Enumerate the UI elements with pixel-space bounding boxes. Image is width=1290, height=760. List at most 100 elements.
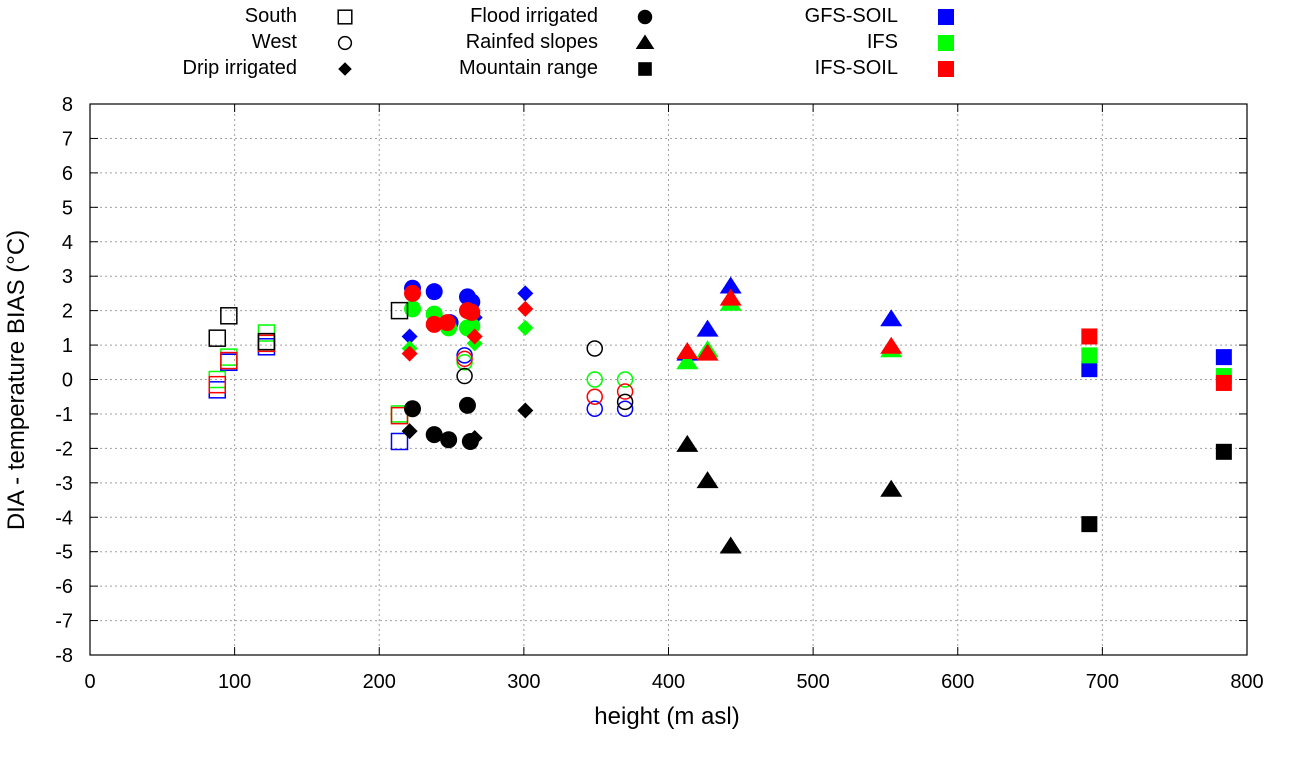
- data-point-south-ifs-soil: [390, 406, 409, 425]
- x-axis-ticks: 0 100 200 300 400 500 600 700 800: [84, 671, 1263, 693]
- legend-label: IFS: [867, 31, 898, 53]
- legend-label: Drip irrigated: [183, 57, 297, 79]
- y-tick-label: -4: [55, 507, 73, 529]
- legend-label: Mountain range: [459, 57, 598, 79]
- data-point-flood-irrigated-ifs-soil: [438, 314, 456, 332]
- x-tick-label: 500: [796, 671, 829, 693]
- y-tick-label: -7: [55, 611, 73, 633]
- legend-color-swatch-icon: [938, 35, 954, 51]
- y-tick-label: 5: [62, 197, 73, 219]
- x-axis-label: height (m asl): [594, 703, 739, 730]
- data-point-rainfed-slopes-observed: [696, 471, 719, 489]
- legend-diamond-icon: [338, 62, 352, 76]
- data-point-rainfed-slopes-gfs-soil: [696, 319, 719, 337]
- data-point-west-gfs-soil: [456, 347, 473, 364]
- data-point-drip-irrigated-gfs-soil: [401, 328, 418, 345]
- data-point-mountain-range-observed: [1215, 443, 1232, 460]
- data-point-south-observed: [390, 301, 409, 320]
- data-point-south-observed: [208, 329, 227, 347]
- data-point-mountain-range-ifs-soil: [1081, 328, 1098, 345]
- x-tick-label: 800: [1230, 671, 1263, 693]
- y-tick-label: 8: [62, 94, 73, 116]
- legend-label: Flood irrigated: [470, 5, 598, 27]
- data-point-drip-irrigated-ifs-soil: [466, 328, 483, 345]
- legend-color-swatch-icon: [938, 9, 954, 25]
- y-tick-label: 7: [62, 128, 73, 150]
- y-tick-label: -5: [55, 542, 73, 564]
- data-point-rainfed-slopes-observed: [880, 479, 903, 497]
- x-tick-label: 200: [363, 671, 396, 693]
- x-tick-label: 400: [652, 671, 685, 693]
- data-point-west-observed: [586, 340, 603, 357]
- data-point-flood-irrigated-observed: [404, 400, 422, 418]
- data-point-south-ifs-soil: [220, 351, 238, 370]
- x-tick-label: 300: [507, 671, 540, 693]
- data-point-south-observed: [257, 332, 276, 351]
- legend-label: IFS-SOIL: [815, 57, 898, 79]
- x-tick-label: 700: [1086, 671, 1119, 693]
- data-point-rainfed-slopes-ifs-soil: [880, 336, 903, 354]
- data-point-south-observed: [220, 307, 238, 325]
- data-point-rainfed-slopes-observed: [719, 536, 742, 554]
- y-tick-label: 2: [62, 301, 73, 323]
- data-point-rainfed-slopes-gfs-soil: [880, 309, 903, 327]
- legend-triangle-icon: [635, 34, 655, 49]
- plot-frame: [89, 103, 1248, 656]
- y-tick-label: 4: [62, 232, 73, 254]
- legend-color-swatch-icon: [938, 61, 954, 77]
- data-point-west-gfs-soil: [586, 400, 603, 418]
- y-tick-label: 3: [62, 266, 73, 288]
- legend: South West Drip irrigated Flood irrigated Ra…: [183, 5, 954, 79]
- data-point-flood-irrigated-ifs: [404, 300, 422, 318]
- data-point-mountain-range-gfs-soil: [1215, 349, 1232, 366]
- x-tick-label: 600: [941, 671, 974, 693]
- legend-square-open-icon: [337, 9, 353, 25]
- data-point-flood-irrigated-observed: [461, 432, 479, 450]
- data-point-south-ifs-soil: [208, 375, 227, 394]
- data-point-flood-irrigated-ifs-soil: [404, 284, 422, 302]
- data-point-drip-irrigated-gfs-soil: [517, 285, 534, 302]
- y-axis-label: DIA - temperature BIAS (°C): [3, 230, 30, 530]
- data-point-rainfed-slopes-ifs-soil: [676, 341, 699, 359]
- legend-label: West: [252, 31, 298, 53]
- data-point-drip-irrigated-ifs-soil: [517, 300, 534, 317]
- data-points: [208, 276, 1232, 554]
- data-point-rainfed-slopes-ifs: [676, 352, 699, 370]
- y-tick-label: -3: [55, 473, 73, 495]
- legend-label: GFS-SOIL: [805, 5, 898, 27]
- legend-circle-icon: [637, 9, 653, 25]
- data-point-rainfed-slopes-observed: [676, 434, 699, 452]
- data-point-drip-irrigated-ifs-soil: [401, 345, 418, 362]
- y-tick-label: 0: [62, 370, 73, 392]
- y-tick-label: 6: [62, 163, 73, 185]
- data-point-mountain-range-ifs-soil: [1215, 374, 1232, 391]
- legend-square-icon: [638, 62, 652, 76]
- legend-label: South: [245, 5, 297, 27]
- y-tick-label: -2: [55, 438, 73, 460]
- data-point-flood-irrigated-observed: [440, 431, 458, 449]
- data-point-south-gfs-soil: [390, 432, 409, 451]
- data-point-drip-irrigated-ifs: [517, 319, 534, 336]
- data-point-rainfed-slopes-ifs-soil: [719, 288, 742, 306]
- data-point-south-gfs-soil: [208, 381, 227, 399]
- data-point-rainfed-slopes-gfs-soil: [719, 276, 742, 294]
- plot-border: [89, 103, 1248, 656]
- legend-label: Rainfed slopes: [466, 31, 598, 53]
- legend-circle-open-icon: [337, 35, 353, 51]
- data-point-mountain-range-gfs-soil: [1081, 361, 1098, 378]
- y-axis-ticks: 8 7 6 5 4 3 2 1 0 -1 -2 -3 -4 -5 -6 -7 -8: [55, 94, 73, 667]
- data-point-west-ifs-soil: [586, 388, 603, 405]
- data-point-drip-irrigated-observed: [401, 423, 418, 440]
- x-tick-label: 0: [84, 671, 95, 693]
- data-point-mountain-range-observed: [1081, 516, 1098, 533]
- data-point-west-observed: [456, 367, 473, 385]
- y-tick-label: 1: [62, 335, 73, 357]
- x-tick-label: 100: [218, 671, 251, 693]
- data-point-drip-irrigated-observed: [517, 402, 534, 419]
- data-point-rainfed-slopes-ifs-soil: [696, 343, 719, 361]
- data-point-flood-irrigated-observed: [458, 396, 476, 414]
- data-point-west-ifs-soil: [456, 350, 473, 368]
- data-point-mountain-range-ifs: [1081, 347, 1098, 364]
- y-tick-label: -8: [55, 645, 73, 667]
- data-point-flood-irrigated-ifs-soil: [425, 315, 443, 333]
